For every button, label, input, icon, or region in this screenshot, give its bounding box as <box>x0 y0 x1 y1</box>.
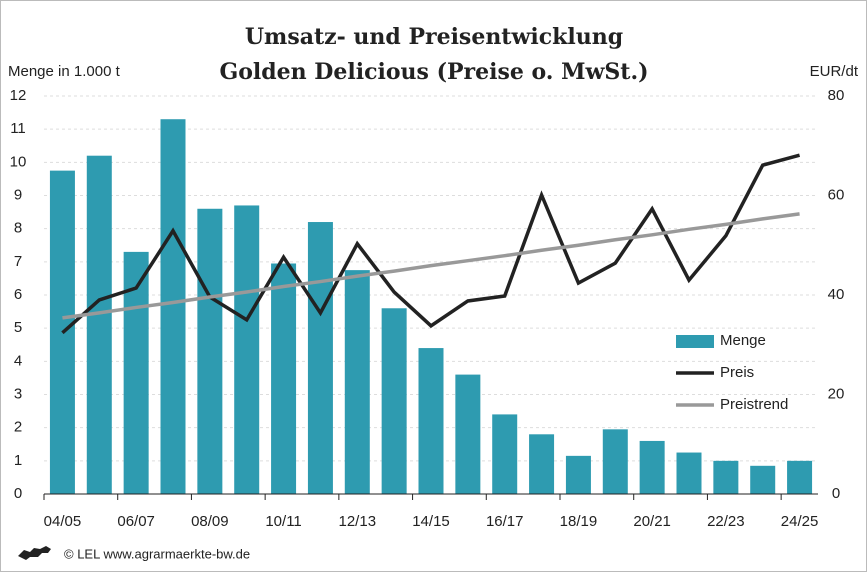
y-tick-label: 4 <box>14 352 22 369</box>
line <box>62 212 800 320</box>
y-tick-label: 8 <box>14 220 22 237</box>
bar <box>86 155 112 494</box>
bar <box>529 434 555 494</box>
x-tick-label: 20/21 <box>633 513 671 530</box>
y2-tick-label: 40 <box>828 286 845 303</box>
line <box>61 153 801 335</box>
y-tick-label: 1 <box>14 452 22 469</box>
chart-title: Umsatz- und Preisentwicklung <box>245 24 623 50</box>
y2-axis-label: EUR/dt <box>810 63 859 80</box>
bar <box>787 460 813 494</box>
y-tick-label: 11 <box>10 120 26 137</box>
bar <box>418 348 444 494</box>
bar <box>713 460 739 494</box>
y-tick-label: 12 <box>10 87 27 104</box>
x-tick-label: 12/13 <box>339 513 377 530</box>
bar <box>492 414 518 494</box>
y-tick-label: 9 <box>14 186 22 203</box>
y-tick-label: 0 <box>14 485 22 502</box>
x-tick-label: 14/15 <box>412 513 450 530</box>
bar <box>676 452 702 494</box>
x-tick-label: 16/17 <box>486 513 524 530</box>
legend-label: Preis <box>720 364 754 381</box>
y2-tick-label: 20 <box>828 385 845 402</box>
x-tick-label: 18/19 <box>560 513 598 530</box>
bar <box>160 119 186 494</box>
x-tick-label: 08/09 <box>191 513 229 530</box>
bar <box>381 308 407 494</box>
x-tick-label: 22/23 <box>707 513 745 530</box>
bar <box>565 455 591 494</box>
bar <box>197 208 223 494</box>
bar <box>455 374 481 494</box>
y-tick-label: 3 <box>14 385 22 402</box>
y2-tick-label: 60 <box>828 186 845 203</box>
legend-swatch <box>676 335 714 348</box>
y-tick-label: 2 <box>14 419 22 436</box>
bar <box>602 429 628 494</box>
bar <box>271 263 297 494</box>
y-tick-label: 10 <box>10 153 27 170</box>
bar <box>307 222 333 495</box>
bar <box>639 440 665 494</box>
x-tick-label: 10/11 <box>265 513 301 530</box>
y2-tick-label: 80 <box>828 87 845 104</box>
y2-tick-label: 0 <box>832 485 840 502</box>
x-tick-label: 24/25 <box>781 513 819 530</box>
source: © LEL www.agrarmaerkte-bw.de <box>64 546 250 561</box>
bar <box>234 205 260 494</box>
y-axis-label: Menge in 1.000 t <box>8 63 121 80</box>
bar <box>750 465 776 494</box>
y-tick-label: 5 <box>14 319 22 336</box>
legend-label: Menge <box>720 332 766 349</box>
x-tick-label: 06/07 <box>117 513 155 530</box>
bar <box>344 270 370 494</box>
y-tick-label: 7 <box>14 253 22 270</box>
logo <box>18 546 51 560</box>
x-tick-label: 04/05 <box>44 513 82 530</box>
chart-title: Golden Delicious (Preise o. MwSt.) <box>219 59 648 85</box>
legend-label: Preistrend <box>720 396 788 413</box>
y-tick-label: 6 <box>14 286 22 303</box>
